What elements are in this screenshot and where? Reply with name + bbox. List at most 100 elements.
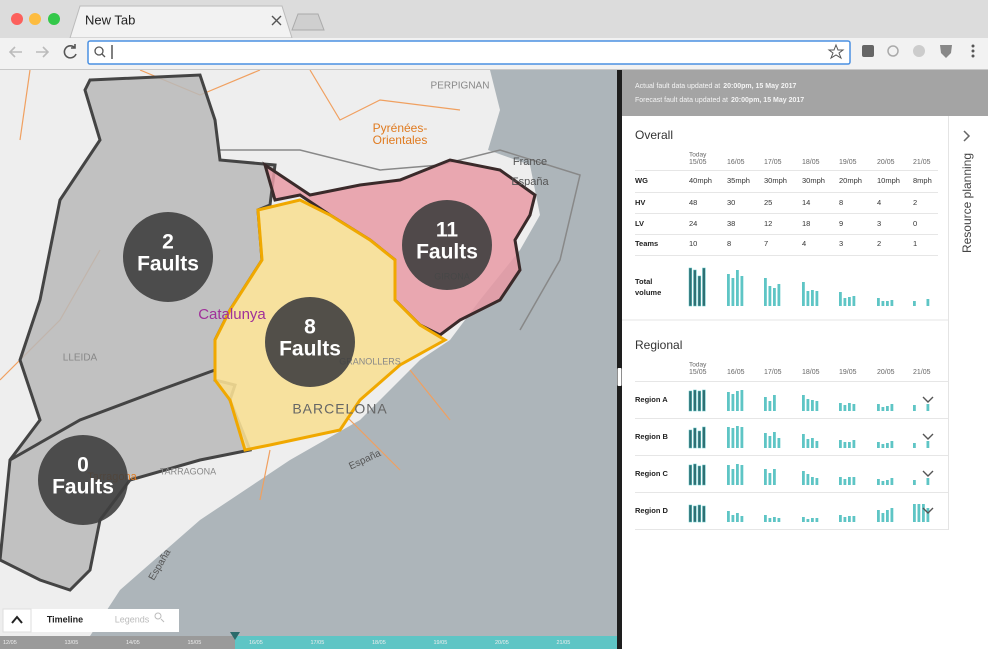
timeline-marker[interactable] [230, 632, 240, 640]
volume-bar [740, 516, 744, 522]
cell: 1 [913, 239, 917, 248]
volume-bar [926, 508, 930, 522]
new-tab-button[interactable] [291, 13, 325, 31]
volume-bar [764, 515, 767, 522]
extension-icon[interactable] [913, 45, 925, 57]
volume-bar [811, 290, 814, 306]
volume-bar [806, 519, 810, 522]
region-border [9, 368, 216, 462]
extension-icon[interactable] [940, 45, 952, 58]
volume-bar [727, 465, 730, 485]
sea [90, 70, 617, 636]
update-time: 20:00pm, 15 May 2017 [731, 97, 804, 104]
cell: 8 [727, 239, 731, 248]
extension-icon[interactable] [887, 45, 899, 57]
timeline-forecast[interactable] [235, 636, 617, 649]
map-label: France [513, 156, 547, 168]
address-bar[interactable] [87, 40, 851, 65]
row-label: WG [635, 176, 648, 185]
reload-button[interactable] [63, 44, 77, 59]
volume-bar [702, 389, 706, 412]
expand-chevron[interactable] [922, 433, 934, 440]
back-button[interactable] [8, 46, 22, 58]
menu-dot[interactable] [971, 49, 975, 53]
volume-bar [688, 267, 693, 307]
volume-bar [768, 436, 772, 448]
volume-bar [848, 516, 851, 522]
map[interactable]: PERPIGNAN Pyrénées-Orientales France España… [0, 70, 617, 636]
volume-bar [877, 442, 880, 448]
fault-bubble[interactable] [402, 200, 492, 290]
region-label: Region B [635, 432, 668, 441]
cell: 14 [802, 198, 810, 207]
volume-bar [702, 426, 706, 449]
expand-chevron[interactable] [922, 507, 934, 514]
menu-dot[interactable] [971, 44, 975, 48]
forward-button[interactable] [36, 46, 50, 58]
side-tab-chevron[interactable] [963, 130, 971, 142]
volume-bar [852, 516, 856, 522]
volume-bar [768, 473, 772, 485]
volume-bar [688, 429, 693, 449]
fault-bubble[interactable] [123, 212, 213, 302]
panel-divider[interactable] [617, 70, 622, 649]
volume-bar [881, 444, 885, 448]
extension-icon[interactable] [862, 45, 874, 57]
panel-header [622, 70, 988, 116]
volume-bar [877, 510, 880, 522]
search-icon-handle [101, 53, 106, 58]
bookmark-star[interactable] [827, 43, 845, 60]
update-text: Forecast fault data updated at [635, 97, 728, 104]
volume-bar [736, 464, 739, 485]
timeline-date: 17/05 [311, 640, 325, 646]
region-label: Region A [635, 395, 668, 404]
volume-bar [913, 301, 916, 306]
divider-handle[interactable] [617, 368, 622, 386]
volume-bar [806, 399, 810, 411]
volume-bar [764, 397, 767, 411]
timeline-tab[interactable]: Timeline [47, 614, 83, 624]
side-tab-label[interactable]: Resource planning [960, 153, 974, 253]
volume-bar [764, 469, 767, 485]
volume-bar [890, 404, 894, 411]
update-note: Actual fault data updated at 20:00pm, 15 … [635, 83, 796, 90]
volume-bar [811, 438, 814, 448]
volume-bar [740, 390, 744, 411]
cell: 8mph [913, 176, 932, 185]
row-label: LV [635, 219, 644, 228]
maximize-window[interactable] [48, 13, 60, 25]
volume-bar [815, 518, 819, 522]
volume-bar [740, 427, 744, 448]
timeline-date: 21/05 [557, 640, 571, 646]
cell: 35mph [727, 176, 750, 185]
volume-bar [727, 274, 730, 306]
volume-bar [852, 296, 856, 306]
map-label: Orientales [373, 133, 428, 147]
volume-bar [731, 394, 735, 411]
expand-chevron[interactable] [922, 470, 934, 477]
update-note: Forecast fault data updated at 20:00pm, 1… [635, 97, 804, 104]
minimize-window[interactable] [29, 13, 41, 25]
volume-bar [731, 278, 735, 306]
collapse-button[interactable] [2, 608, 32, 633]
date-header: 17/05 [764, 159, 782, 166]
volume-bar [773, 469, 776, 485]
fault-bubble[interactable] [265, 297, 355, 387]
volume-bar [693, 463, 697, 486]
legends-tab[interactable]: Legends [115, 614, 150, 624]
volume-bar [727, 392, 730, 411]
volume-bar [693, 505, 697, 523]
tab-close[interactable] [271, 15, 282, 26]
cell: 40mph [689, 176, 712, 185]
date-header: 16/05 [727, 159, 745, 166]
volume-bar [764, 433, 767, 448]
volume-bar [886, 301, 889, 306]
menu-dot[interactable] [971, 54, 975, 58]
fault-bubble[interactable] [38, 435, 128, 525]
fault-label: Faults [137, 253, 199, 276]
volume-bar [815, 441, 819, 448]
volume-bar [815, 291, 819, 306]
close-window[interactable] [11, 13, 23, 25]
expand-chevron[interactable] [922, 396, 934, 403]
